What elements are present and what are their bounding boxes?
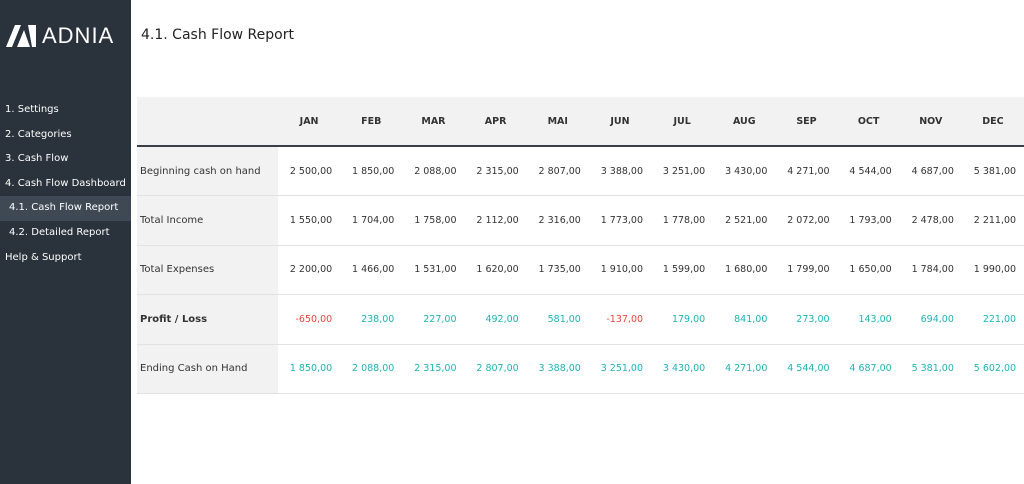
value-cell: 1 799,00: [787, 264, 830, 276]
value-cell: 2 088,00: [352, 363, 395, 375]
value-cell: 4 271,00: [725, 363, 768, 375]
value-cell: 1 784,00: [911, 264, 954, 276]
nav-item[interactable]: 3. Cash Flow: [5, 153, 69, 165]
value-cell: 492,00: [485, 313, 519, 325]
logo: ADNIA: [6, 22, 114, 50]
value-cell: -137,00: [606, 313, 644, 325]
row-label: Total Income: [137, 196, 278, 245]
value-cell: 694,00: [920, 313, 954, 325]
value-cell: 1 599,00: [662, 264, 706, 276]
value-cell: 2 807,00: [538, 165, 581, 177]
value-cell: 5 381,00: [911, 363, 954, 375]
value-cell: 2 088,00: [414, 165, 457, 177]
value-cell: 1 990,00: [973, 264, 1017, 276]
value-cell: 2 500,00: [289, 165, 333, 177]
value-cell: 3 251,00: [662, 165, 706, 177]
value-cell: -650,00: [295, 313, 333, 325]
value-cell: 221,00: [982, 313, 1017, 325]
column-header: SEP: [796, 115, 817, 127]
row-label: Ending Cash on Hand: [137, 344, 278, 393]
value-cell: 1 466,00: [352, 264, 395, 276]
value-cell: 3 430,00: [662, 363, 706, 375]
value-cell: 179,00: [671, 313, 706, 325]
value-cell: 3 430,00: [725, 165, 768, 177]
nav-item[interactable]: 1. Settings: [5, 104, 59, 115]
value-cell: 1 531,00: [414, 264, 457, 276]
column-header: OCT: [857, 115, 880, 127]
value-cell: 2 521,00: [725, 215, 768, 227]
row-label: Profit / Loss: [137, 295, 278, 344]
column-header: MAI: [547, 115, 568, 127]
logo-icon: [6, 25, 36, 47]
value-cell: 2 478,00: [911, 215, 954, 227]
value-cell: 2 315,00: [414, 363, 457, 375]
value-cell: 1 550,00: [289, 215, 333, 227]
nav: 1. Settings 2. Categories 3. Cash Flow 4. C…: [0, 98, 131, 270]
report-table: JAN FEB MAR APR MAI JUN JUL AUG SEP OCT NOV DEC Begi…: [137, 97, 1024, 394]
value-cell: 841,00: [734, 313, 768, 325]
column-header: FEB: [361, 115, 382, 127]
value-cell: 143,00: [858, 313, 892, 325]
value-cell: 1 850,00: [289, 363, 333, 375]
value-cell: 3 388,00: [600, 165, 644, 177]
value-cell: 1 850,00: [352, 165, 395, 177]
value-cell: 1 650,00: [849, 264, 892, 276]
nav-item[interactable]: 4.1. Cash Flow Report: [0, 196, 131, 221]
value-cell: 581,00: [547, 313, 581, 325]
page-title: 4.1. Cash Flow Report: [141, 27, 294, 43]
table-row: Total Expenses 2 200,00 1 466,00 1 531,00 1 …: [137, 245, 1024, 296]
column-header: NOV: [919, 115, 943, 127]
value-cell: 238,00: [361, 313, 395, 325]
value-cell: 5 381,00: [973, 165, 1017, 177]
column-header: JUN: [610, 115, 630, 127]
row-label: Total Expenses: [137, 245, 278, 295]
value-cell: 3 388,00: [538, 363, 581, 375]
nav-item[interactable]: 4. Cash Flow Dashboard: [5, 177, 126, 189]
column-header: MAR: [421, 115, 446, 127]
value-cell: 5 602,00: [973, 363, 1017, 375]
column-header: JUL: [673, 115, 691, 127]
column-header: AUG: [733, 115, 756, 127]
value-cell: 1 735,00: [538, 264, 581, 276]
value-cell: 4 687,00: [911, 165, 954, 177]
value-cell: 2 072,00: [787, 215, 830, 227]
value-cell: 1 778,00: [662, 215, 706, 227]
column-header: APR: [484, 115, 507, 127]
value-cell: 1 620,00: [476, 264, 519, 276]
value-cell: 4 544,00: [849, 165, 892, 177]
value-cell: 2 200,00: [289, 264, 333, 276]
value-cell: 3 251,00: [600, 363, 644, 375]
nav-item[interactable]: 2. Categories: [5, 128, 72, 140]
nav-item[interactable]: 4.2. Detailed Report: [9, 226, 110, 238]
column-header: JAN: [299, 115, 319, 127]
value-cell: 2 112,00: [476, 215, 519, 227]
value-cell: 4 544,00: [787, 363, 830, 375]
corner-cell: [137, 97, 278, 145]
nav-item[interactable]: Help & Support: [5, 251, 82, 263]
value-cell: 1 773,00: [600, 215, 644, 227]
value-cell: 273,00: [796, 313, 830, 325]
value-cell: 2 211,00: [973, 215, 1017, 227]
value-cell: 1 793,00: [849, 215, 892, 227]
value-cell: 1 758,00: [414, 215, 457, 227]
table-row: Total Income 1 550,00 1 704,00 1 758,00 2 11…: [137, 196, 1024, 246]
row-label: Beginning cash on hand: [137, 147, 278, 196]
table-row: Beginning cash on hand 2 500,00 1 850,00 2 …: [137, 147, 1024, 197]
value-cell: 2 315,00: [476, 165, 519, 177]
value-cell: 4 687,00: [849, 363, 892, 375]
sidebar: ADNIA 1. Settings 2. Categories 3. Cash Fl…: [0, 0, 131, 484]
column-header: DEC: [982, 115, 1004, 127]
value-cell: 4 271,00: [787, 165, 830, 177]
value-cell: 1 910,00: [600, 264, 644, 276]
value-cell: 1 704,00: [352, 215, 395, 227]
table-row: Ending Cash on Hand 1 850,00 2 088,00 2 315…: [137, 344, 1024, 394]
table-row: Profit / Loss -650,00 238,00 227,00 492,00 58…: [137, 295, 1024, 345]
value-cell: 2 316,00: [538, 215, 581, 227]
value-cell: 1 680,00: [725, 264, 768, 276]
value-cell: 2 807,00: [476, 363, 519, 375]
logo-text: ADNIA: [42, 23, 115, 48]
header-row: JAN FEB MAR APR MAI JUN JUL AUG SEP OCT NOV DEC: [137, 97, 1024, 147]
value-cell: 227,00: [423, 313, 457, 325]
